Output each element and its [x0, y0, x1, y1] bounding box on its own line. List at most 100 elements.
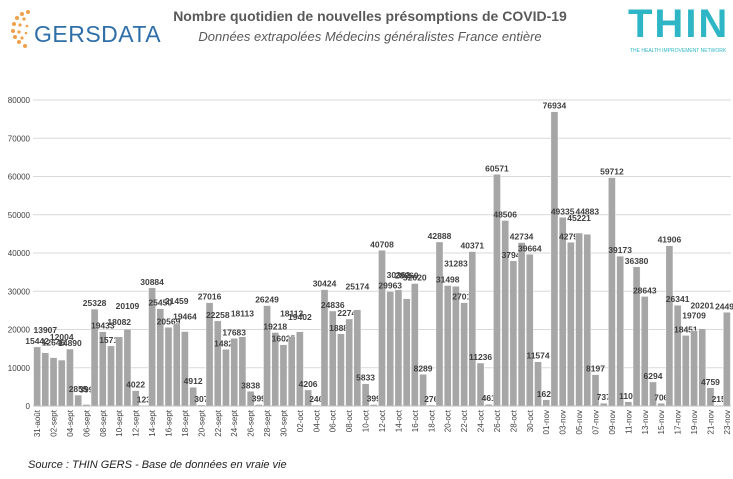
data-label: 59712	[600, 167, 624, 177]
data-label: 16025	[272, 334, 296, 344]
bar	[164, 327, 173, 407]
data-label: 26249	[255, 295, 279, 305]
data-label: 19433	[91, 321, 115, 331]
bar	[673, 305, 682, 407]
bar	[583, 234, 592, 407]
bar	[287, 336, 296, 407]
bar	[550, 111, 559, 407]
data-label: 399	[367, 393, 381, 403]
data-label: 42796	[559, 231, 583, 241]
data-label: 706	[654, 392, 668, 402]
bar	[690, 330, 698, 407]
bar	[172, 323, 181, 407]
x-tick-label: 26-oct	[493, 409, 502, 432]
data-label: 39173	[608, 245, 632, 255]
bar	[608, 177, 616, 407]
data-label: 60571	[485, 163, 509, 173]
bar	[542, 399, 550, 407]
data-label: 18113	[280, 309, 303, 319]
data-label: 461	[482, 393, 496, 403]
thin-tagline: THE HEALTH IMPROVEMENT NETWORK	[630, 48, 727, 54]
data-label: 11574	[526, 351, 549, 361]
bar	[378, 250, 386, 407]
bar	[452, 286, 460, 407]
bar	[107, 345, 115, 407]
data-label: 22258	[206, 310, 230, 320]
data-label: 30424	[313, 279, 337, 289]
x-tick-label: 05-nov	[575, 410, 584, 434]
gersdata-dots-icon	[11, 10, 30, 48]
data-label: 4206	[299, 379, 318, 389]
bar	[468, 251, 477, 407]
bar	[33, 346, 41, 407]
x-tick-label: 22-sept	[214, 409, 223, 436]
x-tick-label: 03-nov	[559, 410, 568, 434]
x-tick-label: 09-nov	[608, 410, 617, 434]
x-tick-label: 10-sept	[115, 409, 124, 436]
source-note: Source : THIN GERS - Base de données en …	[28, 459, 287, 471]
data-label: 18451	[674, 324, 698, 334]
data-label: 40371	[461, 241, 485, 251]
x-tick-label: 15-nov	[657, 410, 666, 434]
data-label: 25328	[83, 298, 107, 308]
data-label: 45221	[567, 213, 591, 223]
data-label: 42734	[510, 232, 534, 242]
x-tick-label: 08-oct	[345, 409, 354, 432]
data-label: 5833	[356, 373, 375, 383]
x-tick-label: 16-sept	[164, 409, 173, 436]
bar	[526, 254, 534, 407]
data-label: 19709	[682, 311, 706, 321]
data-label: 28643	[633, 285, 657, 295]
x-tick-label: 17-nov	[674, 410, 683, 434]
data-label: 14890	[58, 338, 82, 348]
data-label: 21459	[165, 296, 189, 306]
x-tick-label: 08-sept	[99, 409, 108, 436]
chart-title: Nombre quotidien de nouvelles présomptio…	[173, 8, 567, 24]
x-tick-label: 24-oct	[477, 409, 486, 432]
data-label: 31498	[436, 275, 460, 285]
y-tick-label: 30000	[8, 287, 31, 296]
bar	[222, 349, 230, 407]
data-label: 246	[309, 394, 323, 404]
data-label: 29963	[378, 280, 402, 290]
x-tick-label: 24-sept	[230, 409, 239, 436]
x-tick-label: 20-sept	[197, 409, 206, 436]
bar	[123, 328, 132, 407]
x-tick-label: 18-oct	[427, 409, 436, 432]
bar	[575, 232, 583, 407]
data-label: 41906	[658, 235, 682, 245]
bar	[682, 335, 690, 407]
data-label: 40708	[370, 239, 394, 249]
x-tick-label: 07-nov	[592, 410, 601, 434]
data-label: 6294	[644, 371, 663, 381]
data-label: 1105	[619, 391, 638, 401]
bar	[49, 357, 58, 407]
data-label: 32020	[403, 273, 427, 283]
data-label: 27016	[198, 292, 222, 302]
x-tick-label: 19-nov	[690, 410, 699, 434]
chart-subtitle: Données extrapolées Médecins généraliste…	[198, 29, 542, 44]
x-tick-label: 11-nov	[624, 410, 633, 434]
x-tick-label: 04-oct	[312, 409, 321, 432]
bar	[181, 331, 189, 407]
bar	[345, 318, 353, 407]
bar	[279, 344, 288, 407]
y-tick-label: 0	[26, 402, 31, 411]
x-tick-label: 23-nov	[723, 410, 732, 434]
bar	[66, 348, 74, 407]
data-label: 276	[424, 394, 438, 404]
x-tick-label: 06-oct	[329, 409, 338, 432]
bar	[238, 336, 247, 407]
y-tick-label: 20000	[8, 326, 31, 335]
data-label: 215	[712, 394, 726, 404]
data-label: 15718	[99, 335, 123, 345]
data-label: 4022	[126, 380, 145, 390]
data-label: 25174	[346, 282, 370, 292]
x-tick-label: 02-oct	[296, 409, 305, 432]
data-label: 76934	[543, 101, 567, 111]
data-label: 18113	[231, 309, 254, 319]
bar	[74, 394, 82, 407]
bar	[115, 336, 123, 407]
x-tick-label: 30-oct	[526, 409, 535, 432]
